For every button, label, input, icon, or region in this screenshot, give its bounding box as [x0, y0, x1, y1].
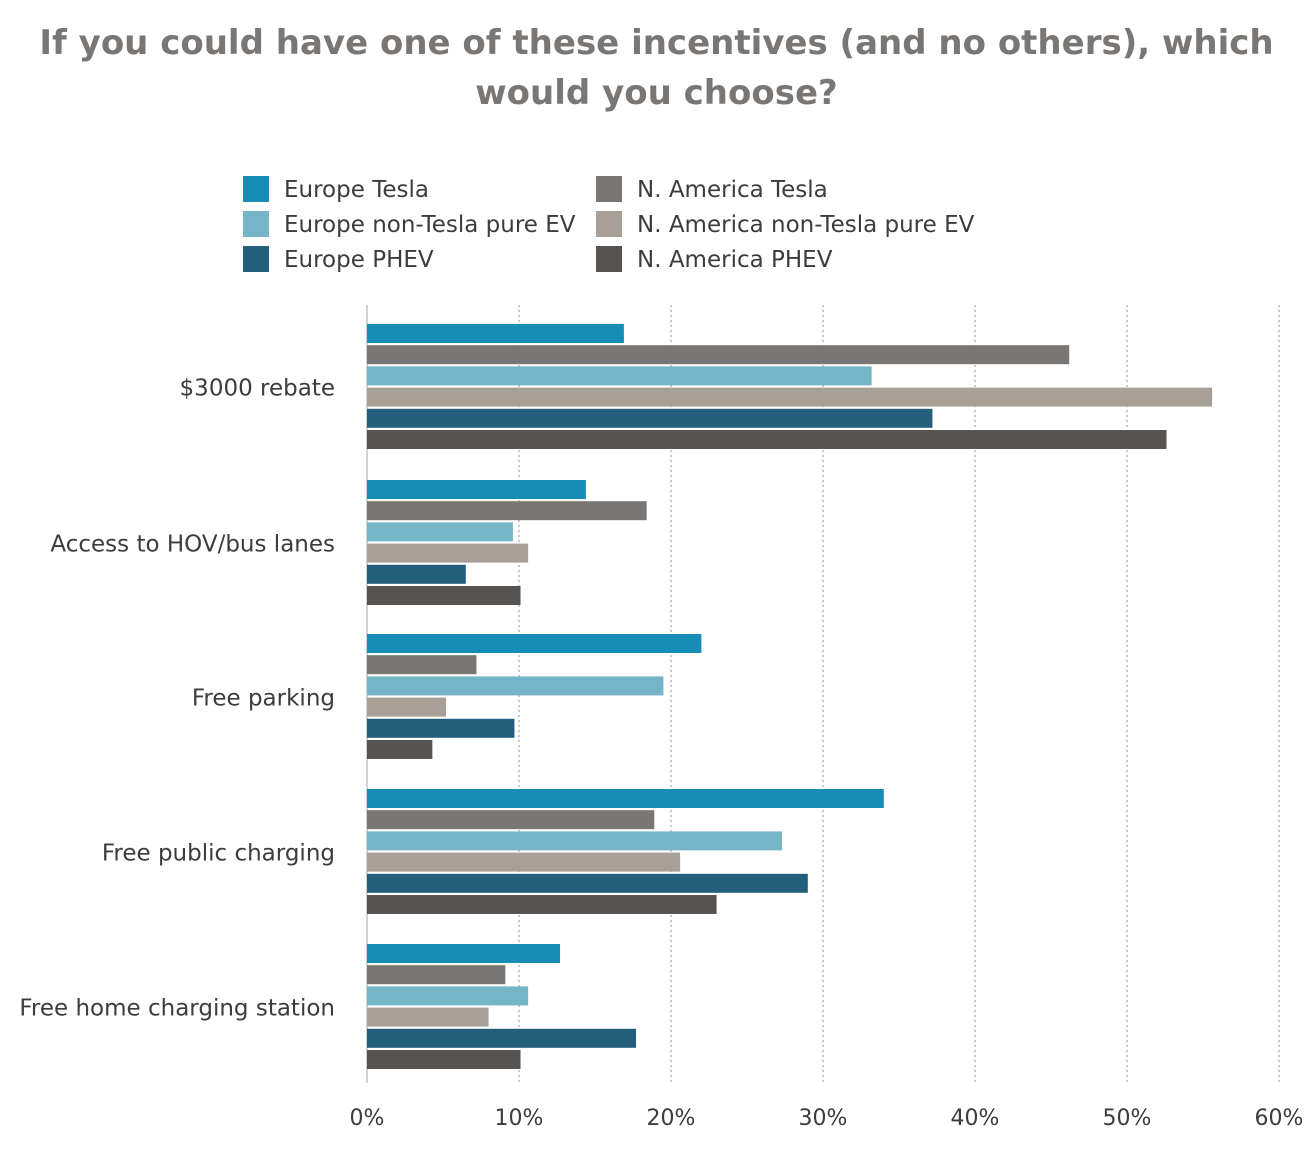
- legend-swatch-n-america-non-tesla-pure-ev: [596, 211, 622, 237]
- x-tick-label-10: 10%: [495, 1106, 544, 1131]
- bar-free-parking-europe-non-tesla-pure-ev: [367, 676, 664, 696]
- category-label-free-home-charging-station: Free home charging station: [19, 996, 335, 1022]
- x-tick-label-40: 40%: [951, 1106, 1000, 1131]
- bar-free-public-charging-n-america-phev: [367, 895, 717, 914]
- legend: Europe Tesla Europe non-Tesla pure EV Euro…: [243, 176, 975, 273]
- legend-item-n-america-phev: N. America PHEV: [596, 246, 833, 273]
- bar-free-parking-n-america-tesla: [367, 655, 477, 675]
- legend-label-n-america-phev: N. America PHEV: [637, 247, 833, 273]
- bar-free-home-charging-station-europe-tesla: [367, 944, 561, 963]
- legend-label-n-america-tesla: N. America Tesla: [637, 177, 828, 203]
- legend-swatch-europe-tesla: [243, 176, 269, 202]
- bar-free-home-charging-station-n-america-non-tesla-pure-ev: [367, 1007, 489, 1027]
- x-axis-tick-labels: 0% 10% 20% 30% 40% 50% 60%: [350, 1106, 1304, 1131]
- category-labels: $3000 rebate Access to HOV/bus lanes Free …: [19, 376, 335, 1022]
- bar-free-home-charging-station-europe-phev: [367, 1028, 637, 1048]
- bar-access-to-hov-bus-lanes-europe-phev: [367, 564, 466, 584]
- x-tick-label-20: 20%: [647, 1106, 696, 1131]
- bar-3000-rebate-n-america-phev: [367, 430, 1167, 449]
- bar-free-public-charging-europe-tesla: [367, 789, 884, 808]
- legend-item-europe-phev: Europe PHEV: [243, 246, 434, 273]
- legend-swatch-europe-non-tesla-pure-ev: [243, 211, 269, 237]
- bar-access-to-hov-bus-lanes-n-america-non-tesla-pure-ev: [367, 543, 529, 563]
- x-tick-label-30: 30%: [799, 1106, 848, 1131]
- x-tick-label-60: 60%: [1255, 1106, 1304, 1131]
- bar-free-home-charging-station-n-america-phev: [367, 1050, 521, 1069]
- bar-3000-rebate-europe-non-tesla-pure-ev: [367, 366, 872, 386]
- legend-swatch-n-america-tesla: [596, 176, 622, 202]
- bar-free-parking-europe-tesla: [367, 634, 702, 653]
- legend-item-n-america-non-tesla-pure-ev: N. America non-Tesla pure EV: [596, 211, 975, 238]
- x-tick-label-50: 50%: [1103, 1106, 1152, 1131]
- legend-item-europe-tesla: Europe Tesla: [243, 176, 429, 203]
- bar-3000-rebate-n-america-non-tesla-pure-ev: [367, 387, 1213, 407]
- category-label-free-parking: Free parking: [192, 686, 335, 712]
- category-label-free-public-charging: Free public charging: [102, 841, 335, 867]
- chart-title: If you could have one of these incentive…: [39, 23, 1274, 113]
- bar-access-to-hov-bus-lanes-europe-tesla: [367, 480, 586, 499]
- legend-label-europe-phev: Europe PHEV: [284, 247, 434, 273]
- bar-free-public-charging-europe-phev: [367, 873, 808, 893]
- legend-label-n-america-non-tesla-pure-ev: N. America non-Tesla pure EV: [637, 212, 975, 238]
- legend-item-n-america-tesla: N. America Tesla: [596, 176, 828, 203]
- legend-swatch-n-america-phev: [596, 246, 622, 272]
- bar-free-home-charging-station-n-america-tesla: [367, 965, 506, 985]
- category-label-access-to-hov-bus-lanes: Access to HOV/bus lanes: [50, 532, 335, 558]
- bar-free-public-charging-n-america-non-tesla-pure-ev: [367, 852, 681, 872]
- bar-free-public-charging-europe-non-tesla-pure-ev: [367, 831, 782, 851]
- bar-free-parking-n-america-non-tesla-pure-ev: [367, 697, 447, 717]
- bar-access-to-hov-bus-lanes-n-america-tesla: [367, 501, 647, 521]
- category-label-3000-rebate: $3000 rebate: [180, 376, 335, 402]
- bar-series: [367, 324, 1213, 1069]
- bar-free-home-charging-station-europe-non-tesla-pure-ev: [367, 986, 529, 1006]
- bar-free-public-charging-n-america-tesla: [367, 810, 655, 830]
- legend-item-europe-non-tesla-pure-ev: Europe non-Tesla pure EV: [243, 211, 576, 238]
- bar-free-parking-n-america-phev: [367, 740, 433, 759]
- bar-3000-rebate-n-america-tesla: [367, 345, 1070, 365]
- legend-swatch-europe-phev: [243, 246, 269, 272]
- bar-free-parking-europe-phev: [367, 718, 515, 738]
- legend-label-europe-tesla: Europe Tesla: [284, 177, 429, 203]
- bar-access-to-hov-bus-lanes-n-america-phev: [367, 586, 521, 605]
- x-tick-label-0: 0%: [350, 1106, 385, 1131]
- bar-access-to-hov-bus-lanes-europe-non-tesla-pure-ev: [367, 522, 513, 542]
- bar-3000-rebate-europe-tesla: [367, 324, 624, 343]
- legend-label-europe-non-tesla-pure-ev: Europe non-Tesla pure EV: [284, 212, 576, 238]
- bar-3000-rebate-europe-phev: [367, 408, 933, 428]
